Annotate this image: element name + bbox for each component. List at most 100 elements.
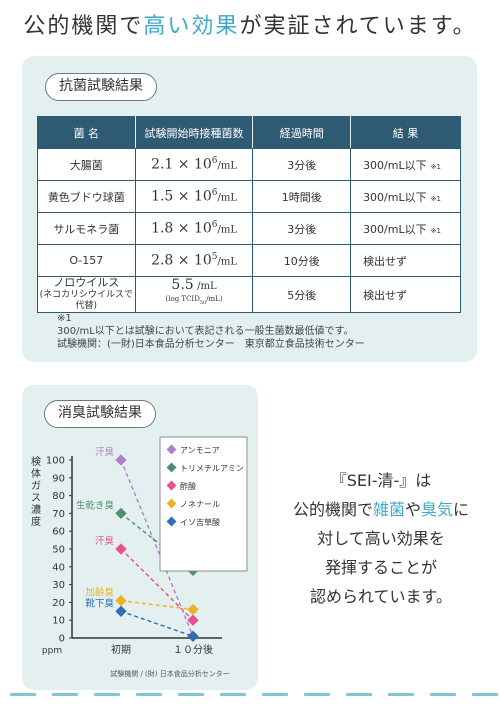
bacteria-name: O-157 <box>37 244 136 277</box>
legend-label: イソ吉草酸 <box>180 517 220 527</box>
y-axis-label: 度 <box>31 515 41 528</box>
data-point <box>115 454 127 466</box>
legend-label: トリメチルアミン <box>180 464 244 473</box>
divider-dash <box>472 693 498 696</box>
series-label: 靴下臭 <box>85 597 114 609</box>
series-label: 汗臭 <box>95 446 115 458</box>
y-axis-label: ス <box>31 493 41 504</box>
series-line <box>120 599 194 611</box>
y-tick-label: 90 <box>52 473 65 484</box>
bacteria-name: 黄色ブドウ球菌 <box>37 180 136 213</box>
initial-count: 1.8 × 106/mL <box>134 212 254 245</box>
initial-count: 2.8 × 105/mL <box>134 244 254 277</box>
headline-part3: が実証されています。 <box>239 14 477 39</box>
data-point <box>115 543 127 555</box>
headline-accent: 高い効果 <box>143 14 240 39</box>
y-tick-label: 80 <box>52 491 65 502</box>
divider-dash <box>304 693 330 696</box>
series-label: 汗臭 <box>95 535 115 547</box>
legend-marker <box>166 498 177 509</box>
y-tick-label: 100 <box>46 456 65 467</box>
series-label: 加齢臭 <box>85 587 114 599</box>
note-testing-body: 試験機関：(一財)日本食品分析センター 東京都立食品技術センター <box>57 339 365 350</box>
data-point <box>115 594 127 607</box>
y-tick-label: 30 <box>52 580 65 591</box>
series-line <box>120 512 194 571</box>
page-headline: 公的機関で高い効果が実証されています。 <box>0 8 500 40</box>
y-axis-label: 体 <box>31 468 41 480</box>
divider-dash <box>52 693 78 696</box>
divider-dash <box>388 693 414 696</box>
series-line <box>120 548 194 621</box>
message-block: 『SEI-清-』は 公的機関で雑菌や臭気に 対して高い効果を 発揮することが 認… <box>262 466 500 611</box>
divider-dash <box>10 693 36 696</box>
series-line <box>120 610 194 637</box>
data-point <box>187 603 199 616</box>
result: 300/mL以下 ※1 <box>350 148 461 181</box>
antibacterial-card: 抗菌試験結果 菌 名 試験開始時接種菌数 経過時間 結 果 大腸菌 2.1 × … <box>22 56 477 362</box>
table-row: 大腸菌 2.1 × 106/mL 3分後 300/mL以下 ※1 <box>37 148 461 181</box>
result: 検出せず <box>350 244 461 277</box>
y-axis-label: 検 <box>31 455 41 468</box>
data-point <box>187 614 199 626</box>
data-point <box>115 507 127 520</box>
y-tick-label: 10 <box>52 616 65 627</box>
divider-dash <box>136 693 162 696</box>
deodorization-card: 消臭試験結果 0 10 20 30 40 50 60 70 80 90 100 検体ガス濃度 ppm 初期… <box>22 385 258 690</box>
table-row: ノロウイルス (ネコカリシウイルスで代替) 5.5 /mL (log TCID50/… <box>37 276 461 313</box>
legend-marker <box>166 462 177 473</box>
divider-dash <box>430 693 456 696</box>
header-elapsed-time: 経過時間 <box>252 116 352 149</box>
legend-label: ノネナール <box>180 500 220 509</box>
message-line1: 『SEI-清-』は <box>330 471 432 490</box>
antibacterial-title: 抗菌試験結果 <box>45 73 157 101</box>
result: 検出せず <box>350 276 461 313</box>
table-row: サルモネラ菌 1.8 × 106/mL 3分後 300/mL以下 ※1 <box>37 212 461 245</box>
elapsed-time: 3分後 <box>252 212 352 245</box>
series-line <box>120 459 194 637</box>
antibacterial-table: 菌 名 試験開始時接種菌数 経過時間 結 果 大腸菌 2.1 × 106/mL … <box>37 116 461 313</box>
divider-dash <box>178 693 204 696</box>
bacteria-name: サルモネラ菌 <box>37 212 136 245</box>
message-line5: 認められています。 <box>310 587 452 606</box>
message-line2: 公的機関で雑菌や臭気に <box>292 500 470 519</box>
x-tick-label: １０分後 <box>173 643 213 656</box>
initial-count: 2.1 × 106/mL <box>134 148 254 181</box>
headline-part1: 公的機関で <box>23 14 144 39</box>
table-row: O-157 2.8 × 105/mL 10分後 検出せず <box>37 244 461 277</box>
y-tick-label: 40 <box>52 562 65 573</box>
bacteria-name: ノロウイルス (ネコカリシウイルスで代替) <box>37 276 136 313</box>
y-tick-label: 70 <box>52 509 65 520</box>
table-header-row: 菌 名 試験開始時接種菌数 経過時間 結 果 <box>37 116 461 149</box>
elapsed-time: 3分後 <box>252 148 352 181</box>
divider-dash <box>220 693 246 696</box>
divider-dash <box>346 693 372 696</box>
y-axis-label: ガ <box>31 480 41 492</box>
data-point <box>187 630 199 642</box>
result: 300/mL以下 ※1 <box>350 212 461 245</box>
legend-marker <box>166 516 177 527</box>
legend-marker <box>166 480 177 491</box>
header-bacteria: 菌 名 <box>37 116 136 149</box>
elapsed-time: 10分後 <box>252 244 352 277</box>
initial-count: 1.5 × 106/mL <box>134 180 254 213</box>
initial-count: 5.5 /mL (log TCID50/mL) <box>134 276 254 313</box>
chart-source: 試験機関 / (財) 日本食品分析センター <box>110 669 230 678</box>
legend-label: 酢酸 <box>180 481 196 491</box>
x-tick-label: 初期 <box>111 643 131 656</box>
y-tick-label: 50 <box>52 545 65 556</box>
header-result: 結 果 <box>350 116 461 149</box>
header-initial-count: 試験開始時接種菌数 <box>134 116 254 149</box>
divider-dash <box>262 693 288 696</box>
data-point <box>115 605 127 617</box>
note-definition: 300/mL以下とは試験において表記される一般生菌数最低値です。 <box>57 326 354 337</box>
bacteria-name: 大腸菌 <box>37 148 136 181</box>
y-tick-label: 20 <box>52 598 65 609</box>
series-label: 生乾き臭 <box>76 499 115 511</box>
elapsed-time: 1時間後 <box>252 180 352 213</box>
divider-dash <box>94 693 120 696</box>
antibacterial-notes: ※1 300/mL以下とは試験において表記される一般生菌数最低値です。 試験機関… <box>57 312 365 351</box>
y-tick-label: 0 <box>59 634 65 645</box>
table-row: 黄色ブドウ球菌 1.5 × 106/mL 1時間後 300/mL以下 ※1 <box>37 180 461 213</box>
